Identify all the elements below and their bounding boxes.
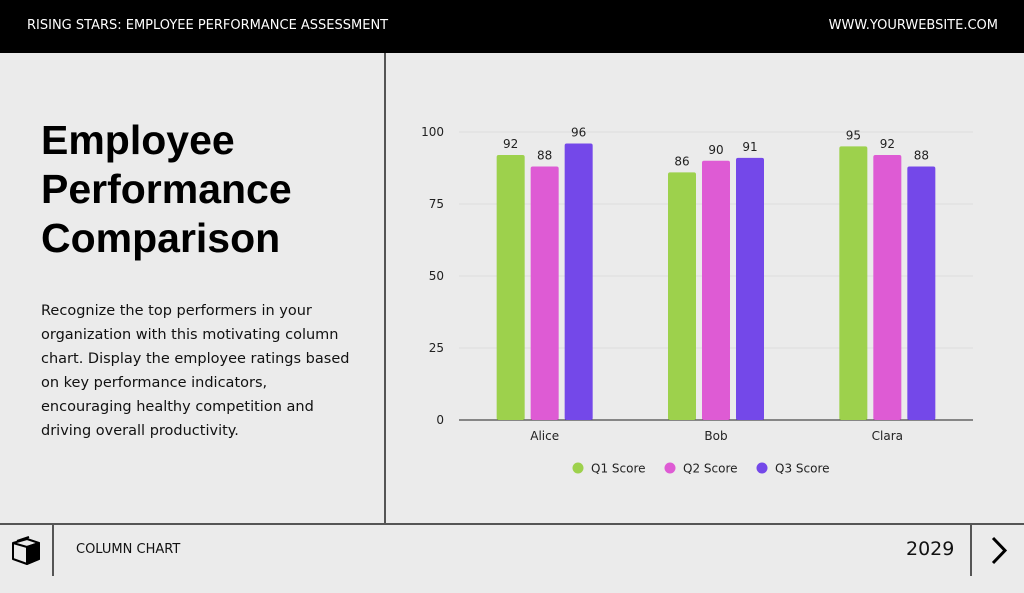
header-bar: RISING STARS: EMPLOYEE PERFORMANCE ASSES…: [0, 0, 1024, 53]
website-link[interactable]: WWW.YOURWEBSITE.COM: [828, 18, 998, 33]
bar: [907, 166, 936, 420]
x-tick-label: Bob: [704, 429, 727, 443]
bar: [564, 143, 593, 420]
page-title: Employee Performance Comparison: [41, 117, 292, 261]
next-button[interactable]: [970, 525, 1024, 576]
legend-marker: [664, 462, 676, 474]
column-chart: 0 25 50 75 100 Alice 92 88 96 Bob 86 90 91 Clara 95 92 8…: [421, 125, 973, 476]
footer-label: COLUMN CHART: [76, 542, 181, 557]
bar: [736, 157, 764, 421]
bar: [873, 155, 902, 420]
y-tick-label: 25: [429, 341, 444, 355]
legend-label: Q2 Score: [683, 462, 738, 476]
data-label: 90: [708, 143, 723, 157]
data-label: 86: [674, 154, 689, 168]
legend-label: Q3 Score: [775, 462, 830, 476]
description: Recognize the top performers in your org…: [41, 303, 350, 439]
data-label: 95: [846, 128, 861, 142]
footer-bar: COLUMN CHART 2029: [0, 523, 1024, 576]
data-label: 88: [537, 149, 552, 163]
legend-marker: [572, 462, 584, 474]
legend-label: Q1 Score: [591, 462, 646, 476]
y-tick-label: 0: [436, 413, 444, 427]
y-tick-label: 75: [429, 197, 444, 211]
chevron-right-icon: [991, 536, 1008, 565]
divider: [384, 53, 386, 523]
bar: [702, 160, 730, 421]
y-tick-label: 100: [421, 125, 444, 139]
bar: [496, 155, 525, 420]
bar: [668, 172, 696, 420]
y-tick-label: 50: [429, 269, 444, 283]
legend-marker: [756, 462, 768, 474]
bar: [839, 146, 868, 420]
data-label: 88: [914, 149, 929, 163]
package-box-icon: [0, 525, 54, 576]
data-label: 92: [503, 137, 518, 151]
header-title: RISING STARS: EMPLOYEE PERFORMANCE ASSES…: [27, 18, 389, 33]
data-label: 96: [571, 126, 586, 140]
footer-year: 2029: [906, 538, 955, 560]
bar: [530, 166, 559, 420]
data-label: 92: [880, 137, 895, 151]
data-label: 91: [742, 140, 757, 154]
x-tick-label: Clara: [872, 429, 903, 443]
x-tick-label: Alice: [530, 429, 559, 443]
